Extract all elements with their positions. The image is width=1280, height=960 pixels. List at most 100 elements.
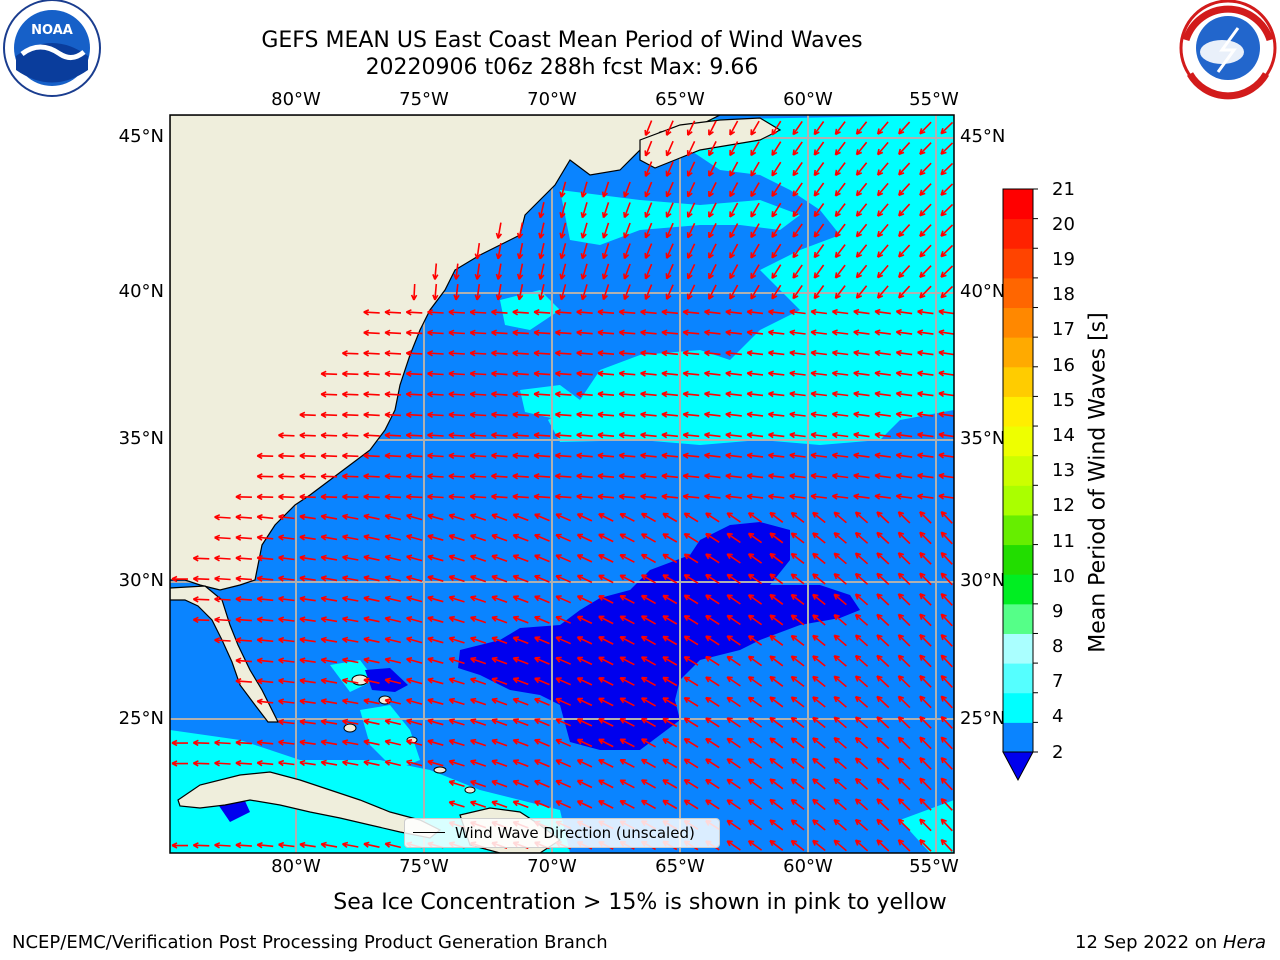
nws-logo [1179,0,1277,100]
wave-direction-arrow [576,309,593,316]
wave-direction-arrow [940,715,953,729]
wave-direction-arrow [919,818,932,832]
wave-direction-arrow [299,452,316,460]
colorbar-segment [1003,277,1033,309]
wave-direction-arrow [812,675,826,688]
wave-direction-arrow [597,493,615,500]
wave-direction-arrow [619,636,635,645]
wave-direction-arrow [705,717,720,728]
wave-direction-arrow [555,636,572,645]
wave-direction-arrow [555,656,572,665]
wave-direction-arrow [854,716,869,729]
wave-direction-arrow [682,390,700,398]
wave-direction-arrow [235,739,252,746]
wave-direction-arrow [495,263,503,280]
wave-direction-arrow [704,370,721,377]
wave-direction-arrow [470,718,487,726]
wave-direction-arrow [342,636,359,644]
wave-direction-arrow [640,738,656,748]
colorbar-tick-2: 2 [1052,742,1064,763]
wave-direction-arrow [644,140,653,157]
wave-direction-arrow [406,739,423,746]
wave-direction-arrow [491,554,508,562]
wave-direction-arrow [363,473,380,480]
wave-direction-arrow [576,677,593,686]
wave-direction-arrow [813,223,825,238]
wave-direction-arrow [512,759,529,768]
wave-direction-arrow [448,574,465,583]
wave-direction-arrow [854,654,869,667]
colorbar-tick-9: 9 [1052,601,1064,622]
wave-direction-arrow [792,223,803,238]
wave-direction-arrow [895,472,913,480]
wave-direction-arrow [555,677,572,686]
wave-direction-arrow [831,472,849,480]
wave-direction-arrow [662,717,678,728]
wave-direction-arrow [895,308,913,316]
wave-direction-arrow [708,202,717,218]
wave-direction-arrow [278,554,295,562]
wave-direction-arrow [278,452,295,460]
wave-direction-arrow [320,636,338,644]
wave-direction-arrow [705,512,720,523]
wave-direction-arrow [576,329,593,336]
wave-direction-arrow [833,757,847,770]
wave-direction-arrow [410,283,418,301]
wave-direction-arrow [516,222,524,239]
wave-direction-arrow [171,575,189,583]
wave-direction-arrow [427,391,444,398]
wave-direction-arrow [919,162,932,176]
wave-direction-arrow [938,370,954,377]
wave-direction-arrow [769,593,784,605]
wave-direction-arrow [533,329,551,336]
wave-direction-arrow [384,657,401,664]
wave-direction-arrow [726,717,741,728]
wave-direction-arrow [448,309,465,316]
wave-direction-arrow [342,677,359,685]
wave-direction-arrow [640,329,657,336]
wave-direction-arrow [686,161,696,177]
wave-direction-arrow [598,718,614,727]
wave-direction-arrow [448,636,465,644]
wave-direction-arrow [813,162,825,177]
wave-direction-arrow [640,676,656,687]
wave-direction-arrow [363,350,380,357]
wave-direction-arrow [598,533,614,543]
wave-direction-arrow [769,655,784,667]
wave-direction-arrow [854,839,869,852]
wave-direction-arrow [469,432,487,439]
wave-direction-arrow [771,243,782,259]
wave-direction-arrow [214,616,231,623]
wave-direction-arrow [363,309,380,316]
wave-direction-arrow [214,514,231,521]
wave-direction-arrow [619,697,635,707]
wave-direction-arrow [792,141,803,156]
wave-direction-arrow [470,697,487,706]
wave-direction-arrow [512,452,529,459]
wave-direction-arrow [833,675,847,688]
wave-direction-arrow [854,736,869,749]
wave-direction-arrow [919,675,932,688]
wave-direction-arrow [299,554,316,562]
wave-direction-arrow [576,615,593,625]
wave-direction-arrow [790,593,805,606]
wave-direction-arrow [640,574,656,584]
wave-direction-arrow [769,737,784,749]
wave-direction-arrow [919,613,932,627]
wave-direction-arrow [831,329,849,336]
wave-direction-arrow [746,452,764,459]
wave-direction-arrow [640,308,657,316]
wave-direction-arrow [618,390,636,398]
wave-direction-arrow [855,285,868,299]
wave-direction-arrow [747,655,763,667]
wave-direction-arrow [789,370,806,377]
wave-direction-arrow [538,222,545,239]
wave-direction-arrow [491,574,508,583]
wave-direction-arrow [747,635,763,646]
wave-direction-arrow [538,284,545,301]
wave-direction-arrow [469,350,487,357]
wave-direction-arrow [469,493,487,500]
wave-direction-arrow [792,120,803,136]
wave-direction-arrow [769,696,784,708]
wave-direction-arrow [640,452,657,459]
